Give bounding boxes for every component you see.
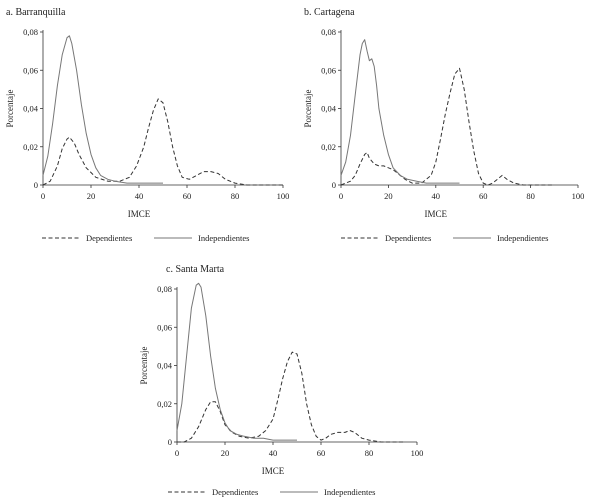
- legend: Dependientes Independientes: [341, 233, 548, 243]
- series-line-independientes: [42, 35, 163, 184]
- x-tick-label: 0: [41, 191, 45, 201]
- y-tick-label: 0,02: [23, 142, 38, 152]
- x-tick-label: 60: [479, 191, 488, 201]
- y-tick-label: 0,08: [23, 27, 38, 37]
- y-tick-label: 0: [332, 180, 336, 190]
- legend-label-independientes: Independientes: [324, 487, 375, 497]
- legend: Dependientes Independientes: [168, 487, 375, 497]
- x-tick-label: 80: [526, 191, 535, 201]
- x-tick-label: 0: [339, 191, 343, 201]
- x-axis-label: IMCE: [128, 209, 151, 219]
- x-tick-label: 20: [87, 191, 96, 201]
- y-tick-label: 0,06: [157, 322, 172, 332]
- x-tick-label: 20: [221, 448, 230, 458]
- y-axis-label: Porcentaje: [5, 90, 15, 128]
- x-tick-label: 100: [277, 191, 290, 201]
- x-tick-label: 0: [175, 448, 179, 458]
- y-axis-label: Porcentaje: [139, 347, 149, 385]
- chart-title: b. Cartagena: [304, 7, 355, 18]
- chart-panel-santa-marta: c. Santa Marta 0 0,02 0,04 0,06 0,08 0 20 40 60 80…: [139, 264, 423, 497]
- x-tick-label: 40: [432, 191, 441, 201]
- x-tick-label: 100: [572, 191, 585, 201]
- x-tick-label: 60: [183, 191, 192, 201]
- y-tick-label: 0,06: [23, 65, 38, 75]
- y-tick-label: 0,04: [23, 104, 39, 114]
- y-tick-label: 0,04: [157, 361, 173, 371]
- legend-label-dependientes: Dependientes: [212, 487, 258, 497]
- chart-panel-barranquilla: a. Barranquilla 0 0,02 0,04 0,06 0,08 0 20 40 60 8…: [5, 7, 289, 243]
- series-line-independientes: [340, 39, 460, 184]
- y-tick-label: 0,04: [321, 104, 337, 114]
- x-axis-label: IMCE: [262, 466, 285, 476]
- legend-label-independientes: Independientes: [198, 233, 249, 243]
- x-tick-label: 80: [365, 448, 374, 458]
- legend-label-independientes: Independientes: [497, 233, 548, 243]
- y-tick-label: 0: [168, 437, 172, 447]
- chart-title: a. Barranquilla: [6, 7, 66, 18]
- legend-label-dependientes: Dependientes: [86, 233, 132, 243]
- y-tick-label: 0,02: [157, 399, 172, 409]
- x-tick-label: 100: [411, 448, 424, 458]
- legend: Dependientes Independientes: [42, 233, 249, 243]
- series-line-dependientes: [340, 67, 555, 186]
- x-tick-label: 20: [384, 191, 393, 201]
- x-tick-label: 80: [231, 191, 240, 201]
- y-tick-label: 0,02: [321, 142, 336, 152]
- y-tick-label: 0,08: [321, 27, 336, 37]
- y-tick-label: 0,06: [321, 65, 336, 75]
- x-axis-label: IMCE: [425, 209, 448, 219]
- chart-panel-cartagena: b. Cartagena 0 0,02 0,04 0,06 0,08 0 20 40 60 80 10…: [303, 7, 584, 243]
- series-line-dependientes: [177, 351, 405, 443]
- chart-title: c. Santa Marta: [166, 264, 225, 275]
- y-axis-label: Porcentaje: [303, 90, 313, 128]
- legend-label-dependientes: Dependientes: [385, 233, 431, 243]
- series-line-independientes: [176, 282, 297, 441]
- series-line-dependientes: [42, 98, 283, 186]
- y-tick-label: 0,08: [157, 284, 172, 294]
- x-tick-label: 40: [135, 191, 144, 201]
- x-tick-label: 60: [317, 448, 326, 458]
- y-tick-label: 0: [34, 180, 38, 190]
- x-tick-label: 40: [269, 448, 278, 458]
